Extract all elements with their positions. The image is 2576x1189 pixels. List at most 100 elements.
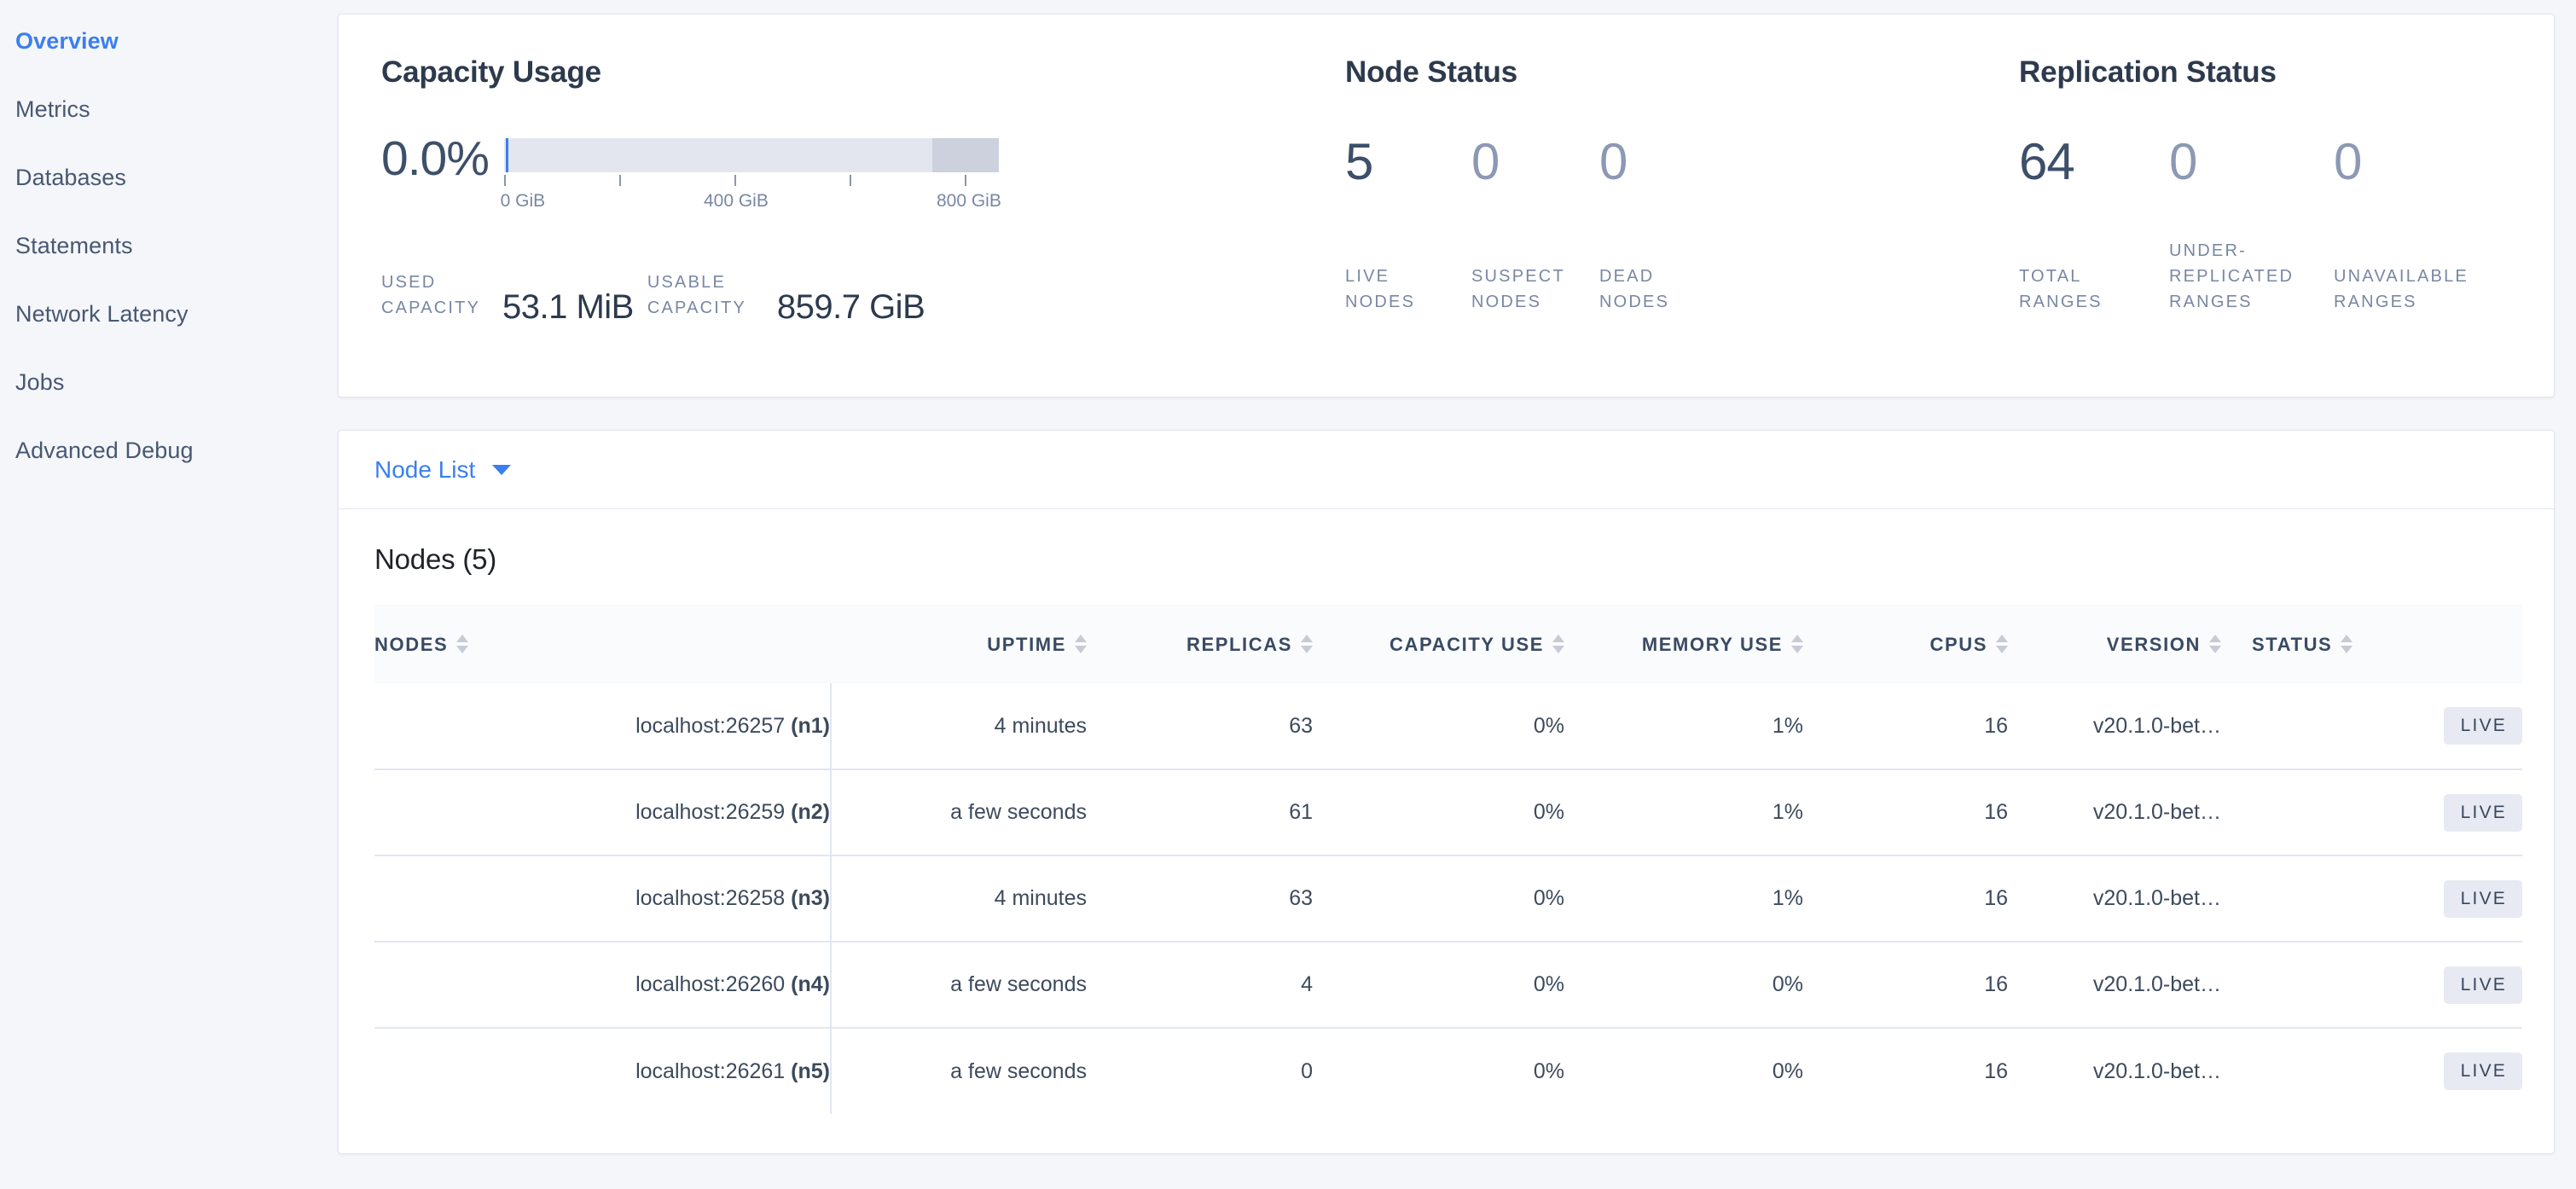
dead-nodes-label: DEAD NODES (1599, 264, 1727, 315)
suspect-nodes-label-line2: NODES (1471, 293, 1542, 311)
used-capacity-value: 53.1 MiB (502, 288, 634, 326)
table-row[interactable]: localhost:26260 (n4) a few seconds 4 0% … (374, 941, 2522, 1028)
total-ranges-label-line1: TOTAL (2019, 267, 2082, 286)
sort-icon[interactable] (1301, 635, 1313, 653)
column-header-status[interactable]: STATUS (2221, 605, 2522, 683)
sidebar-item-advanced-debug[interactable]: Advanced Debug (0, 416, 338, 484)
column-header-memory-use-label: MEMORY USE (1641, 633, 1783, 655)
capacity-usage-title: Capacity Usage (381, 55, 601, 89)
capacity-bar-wrap: 0 GiB 400 GiB 800 GiB (501, 137, 1001, 217)
node-version-cell: v20.1.0-bet… (2092, 713, 2221, 738)
sidebar-item-label: Network Latency (15, 300, 189, 327)
node-capacity-use-cell: 0% (1313, 941, 1564, 1028)
dead-nodes-stat: 0 DEAD NODES (1599, 136, 1727, 315)
node-cpus-cell: 16 (1803, 941, 2008, 1028)
capacity-bar-used (505, 138, 508, 172)
column-header-cpus[interactable]: CPUS (1803, 605, 2008, 683)
node-list-header: Node List (339, 431, 2554, 509)
table-row[interactable]: localhost:26257 (n1) 4 minutes 63 0% 1% … (374, 683, 2522, 769)
axis-tick (618, 175, 621, 186)
under-replicated-ranges-value: 0 (2169, 133, 2197, 190)
node-list-dropdown[interactable]: Node List (374, 456, 512, 484)
column-header-version-label: VERSION (2106, 633, 2201, 655)
column-header-nodes[interactable]: NODES (374, 605, 831, 683)
node-uptime-cell: a few seconds (831, 941, 1087, 1028)
table-row[interactable]: localhost:26259 (n2) a few seconds 61 0%… (374, 768, 2522, 856)
node-replicas-cell: 0 (1087, 1027, 1313, 1114)
sidebar-item-metrics[interactable]: Metrics (0, 75, 338, 143)
node-list-card: Node List Nodes (5) NODES (338, 430, 2555, 1154)
sort-icon[interactable] (1791, 635, 1803, 653)
usable-capacity-label-line1: USABLE (647, 273, 726, 292)
sidebar-item-label: Overview (15, 27, 119, 54)
usable-capacity-stat: USABLE CAPACITY 859.7 GiB (647, 270, 925, 324)
node-id: (n5) (791, 1058, 830, 1083)
node-status-stats: 5 LIVE NODES 0 SUSPECT NODES (1345, 136, 1976, 315)
node-replicas-cell: 63 (1087, 855, 1313, 942)
column-header-capacity-use[interactable]: CAPACITY USE (1313, 605, 1564, 683)
capacity-percent-value: 0.0% (381, 131, 490, 186)
status-badge: LIVE (2443, 879, 2522, 918)
table-row[interactable]: localhost:26258 (n3) 4 minutes 63 0% 1% … (374, 855, 2522, 942)
nodes-table-body: localhost:26257 (n1) 4 minutes 63 0% 1% … (374, 683, 2522, 1114)
column-header-memory-use[interactable]: MEMORY USE (1564, 605, 1803, 683)
node-memory-use-cell: 0% (1564, 941, 1803, 1028)
sidebar-item-databases[interactable]: Databases (0, 143, 338, 212)
main-content: Capacity Usage 0.0% (338, 0, 2576, 1189)
node-capacity-use-cell: 0% (1533, 713, 1564, 738)
total-ranges-value: 64 (2019, 133, 2075, 190)
node-name-cell[interactable]: localhost:26258 (n3) (374, 855, 832, 942)
column-header-status-label: STATUS (2252, 633, 2333, 655)
node-name-cell[interactable]: localhost:26257 (n1) (374, 683, 832, 769)
sort-icon[interactable] (456, 635, 469, 653)
node-capacity-use-cell: 0% (1313, 855, 1564, 942)
status-badge: LIVE (2443, 793, 2522, 832)
axis-tick-label: 800 GiB (936, 191, 1001, 211)
node-version-cell: v20.1.0-bet… (2008, 855, 2221, 942)
sidebar-item-jobs[interactable]: Jobs (0, 348, 338, 416)
node-status-cell: LIVE (2221, 683, 2522, 769)
capacity-bar-track (503, 138, 999, 172)
node-status-title: Node Status (1345, 55, 1517, 89)
column-header-version[interactable]: VERSION (2008, 605, 2221, 683)
sidebar-item-network-latency[interactable]: Network Latency (0, 280, 338, 348)
node-capacity-use-cell: 0% (1313, 768, 1564, 856)
node-capacity-use-cell: 0% (1313, 1027, 1564, 1114)
sort-icon[interactable] (1552, 635, 1564, 653)
node-cpus-cell: 16 (1803, 1027, 2008, 1114)
node-host: localhost:26259 (635, 800, 786, 824)
column-header-capacity-use-label: CAPACITY USE (1390, 633, 1544, 655)
node-status-cell: LIVE (2221, 941, 2522, 1028)
unavailable-ranges-label-line1: UNAVAILABLE (2334, 267, 2469, 286)
column-header-uptime[interactable]: UPTIME (831, 605, 1087, 683)
node-memory-use-cell: 0% (1564, 1027, 1803, 1114)
sort-icon[interactable] (2341, 635, 2353, 653)
table-row[interactable]: localhost:26261 (n5) a few seconds 0 0% … (374, 1027, 2522, 1114)
live-nodes-label-line1: LIVE (1345, 267, 1390, 286)
node-name-cell[interactable]: localhost:26261 (n5) (374, 1027, 832, 1114)
sort-icon[interactable] (1075, 635, 1087, 653)
node-name-cell[interactable]: localhost:26260 (n4) (374, 941, 832, 1028)
sidebar-item-statements[interactable]: Statements (0, 212, 338, 280)
sort-icon[interactable] (1996, 635, 2008, 653)
node-version-cell: v20.1.0-bet… (2008, 1027, 2221, 1114)
axis-tick (964, 175, 966, 186)
sidebar-item-label: Statements (15, 232, 133, 258)
column-header-replicas[interactable]: REPLICAS (1087, 605, 1313, 683)
node-id: (n3) (791, 886, 830, 910)
suspect-nodes-stat: 0 SUSPECT NODES (1471, 136, 1599, 315)
capacity-bar-reserved (931, 138, 999, 172)
sort-icon[interactable] (2209, 635, 2221, 653)
sidebar-item-overview[interactable]: Overview (0, 7, 338, 75)
column-header-replicas-label: REPLICAS (1186, 633, 1292, 655)
nodes-table-title: Nodes (5) (374, 543, 497, 575)
node-uptime-cell: a few seconds (831, 1027, 1087, 1114)
node-name-cell[interactable]: localhost:26259 (n2) (374, 768, 832, 856)
node-memory-use-cell: 1% (1772, 713, 1803, 738)
under-replicated-label-line1: UNDER- (2169, 241, 2247, 260)
column-header-nodes-label: NODES (374, 633, 449, 655)
live-nodes-label: LIVE NODES (1345, 264, 1471, 315)
sidebar-item-label: Jobs (15, 368, 65, 395)
node-replicas-cell: 63 (1289, 713, 1313, 738)
